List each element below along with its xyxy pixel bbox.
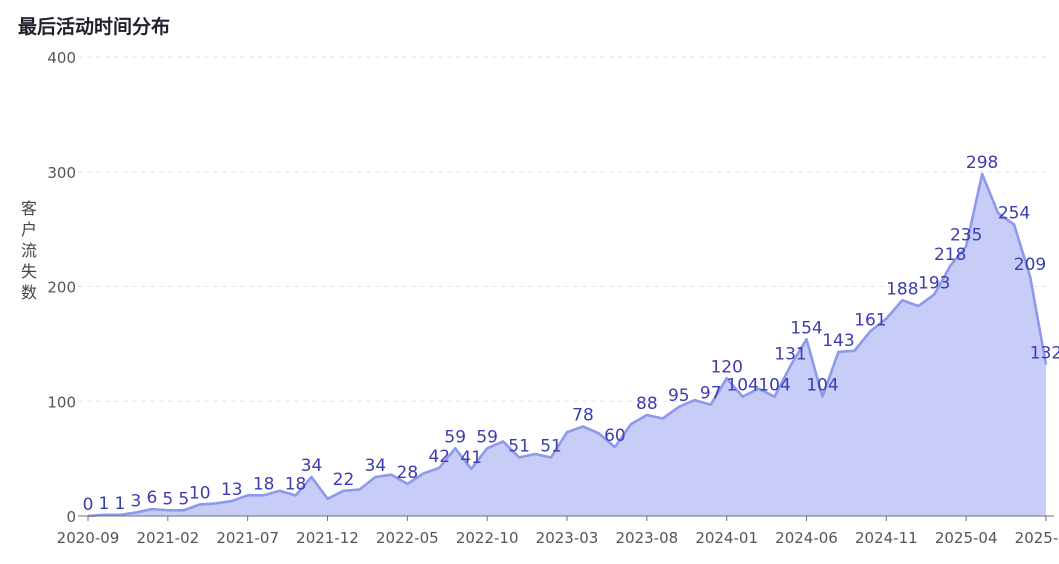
data-label: 1 [99, 494, 110, 514]
x-tick-label: 2023-08 [615, 529, 678, 547]
data-label: 0 [83, 495, 94, 515]
x-tick-label: 2021-02 [136, 529, 199, 547]
data-label: 95 [668, 386, 690, 406]
data-label: 104 [726, 376, 758, 396]
x-tick-label: 2021-12 [296, 529, 359, 547]
x-tick-label: 2022-10 [456, 529, 519, 547]
y-axis-label-char: 流 [21, 241, 37, 260]
data-label: 132 [1030, 344, 1059, 364]
data-label: 13 [221, 480, 243, 500]
data-label: 193 [918, 274, 950, 294]
x-tick-label: 2024-06 [775, 529, 838, 547]
data-label: 188 [886, 279, 918, 299]
data-label: 34 [301, 456, 323, 476]
data-label: 1 [115, 494, 126, 514]
data-label: 34 [365, 456, 387, 476]
y-tick-label: 0 [66, 508, 76, 526]
data-label: 235 [950, 225, 982, 245]
x-tick-label: 2025-04 [935, 529, 998, 547]
chart-title: 最后活动时间分布 [18, 16, 171, 38]
data-label: 131 [774, 345, 806, 365]
data-label: 161 [854, 310, 886, 330]
data-label: 3 [130, 492, 141, 512]
data-label: 6 [146, 488, 157, 508]
x-tick-label: 2021-07 [216, 529, 279, 547]
data-label: 5 [178, 489, 189, 509]
x-tick-label: 2022-05 [376, 529, 439, 547]
data-label: 59 [476, 427, 498, 447]
data-label: 143 [822, 331, 854, 351]
data-label: 59 [444, 427, 466, 447]
data-label: 209 [1014, 255, 1046, 275]
data-label: 41 [460, 448, 482, 468]
y-tick-label: 300 [47, 164, 76, 182]
data-label: 28 [397, 463, 419, 483]
x-tick-label: 2023-03 [536, 529, 599, 547]
data-label: 18 [253, 474, 275, 494]
data-label: 254 [998, 204, 1030, 224]
data-label: 120 [710, 357, 742, 377]
data-label: 51 [540, 436, 562, 456]
x-tick-label: 2020-09 [57, 529, 120, 547]
data-label: 104 [806, 376, 838, 396]
x-tick-label: 2024-01 [695, 529, 758, 547]
y-axis-label-char: 客 [21, 199, 37, 218]
y-axis-label-char: 户 [21, 220, 37, 239]
y-tick-label: 400 [47, 49, 76, 67]
data-label: 22 [333, 470, 355, 490]
data-label: 97 [700, 384, 722, 404]
data-label: 88 [636, 394, 658, 414]
y-tick-label: 100 [47, 393, 76, 411]
y-tick-label: 200 [47, 279, 76, 297]
data-label: 60 [604, 426, 626, 446]
data-label: 104 [758, 376, 790, 396]
y-axis-label-char: 数 [21, 283, 37, 302]
data-label: 10 [189, 484, 211, 504]
x-tick-label: 2025-09 [1015, 529, 1059, 547]
data-label: 218 [934, 245, 966, 265]
data-label: 18 [285, 474, 307, 494]
data-label: 298 [966, 153, 998, 173]
area-fill [88, 174, 1046, 517]
data-label: 51 [508, 436, 530, 456]
series-line [87, 172, 1048, 518]
x-tick-label: 2024-11 [855, 529, 918, 547]
y-axis-label-char: 失 [21, 262, 37, 281]
data-label: 42 [428, 447, 450, 467]
data-label: 154 [790, 318, 822, 338]
data-label: 5 [162, 489, 173, 509]
data-label: 78 [572, 405, 594, 425]
